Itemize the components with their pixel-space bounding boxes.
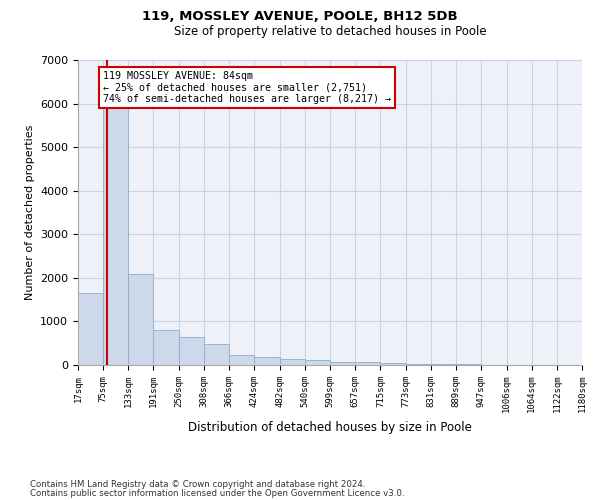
- Bar: [380, 363, 406, 365]
- Text: Contains public sector information licensed under the Open Government Licence v3: Contains public sector information licen…: [30, 488, 404, 498]
- Bar: [305, 360, 330, 365]
- Bar: [456, 364, 481, 365]
- Title: Size of property relative to detached houses in Poole: Size of property relative to detached ho…: [173, 25, 487, 38]
- Text: Contains HM Land Registry data © Crown copyright and database right 2024.: Contains HM Land Registry data © Crown c…: [30, 480, 365, 489]
- Bar: [406, 364, 431, 365]
- Bar: [154, 330, 179, 365]
- Bar: [204, 344, 229, 365]
- Bar: [179, 336, 204, 365]
- Text: 119 MOSSLEY AVENUE: 84sqm
← 25% of detached houses are smaller (2,751)
74% of se: 119 MOSSLEY AVENUE: 84sqm ← 25% of detac…: [103, 71, 391, 104]
- Bar: [103, 95, 128, 365]
- Bar: [280, 358, 305, 365]
- Bar: [78, 293, 103, 365]
- Y-axis label: Number of detached properties: Number of detached properties: [25, 125, 35, 300]
- X-axis label: Distribution of detached houses by size in Poole: Distribution of detached houses by size …: [188, 420, 472, 434]
- Bar: [355, 362, 380, 365]
- Bar: [254, 358, 280, 365]
- Bar: [431, 364, 456, 365]
- Bar: [128, 274, 154, 365]
- Text: 119, MOSSLEY AVENUE, POOLE, BH12 5DB: 119, MOSSLEY AVENUE, POOLE, BH12 5DB: [142, 10, 458, 23]
- Bar: [229, 355, 254, 365]
- Bar: [330, 362, 355, 365]
